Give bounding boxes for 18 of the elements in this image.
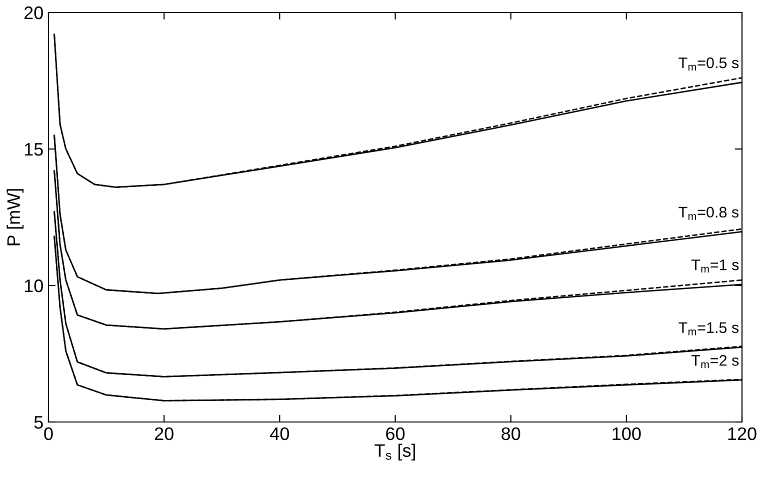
x-tick-label: 60 bbox=[386, 427, 405, 440]
annotation: T$_{m}$=0.8 s bbox=[678, 206, 739, 220]
x-tick-label: 20 bbox=[154, 427, 174, 440]
y-axis-title: P [mW] bbox=[6, 189, 24, 246]
x-tick-label: 40 bbox=[270, 427, 290, 440]
x-tick-label: 120 bbox=[728, 427, 756, 440]
y-tick-label: 20 bbox=[24, 6, 43, 20]
annotation: T$_{m}$=0.5 s bbox=[678, 57, 739, 70]
x-axis-title: T$_{s}$ [s] bbox=[374, 444, 415, 461]
x-tick-label: 0 bbox=[44, 427, 53, 440]
annotation: T$_{m}$=1 s bbox=[691, 260, 739, 273]
annotation: T$_{m}$=1.5 s bbox=[678, 322, 739, 336]
annotation: T$_{m}$=2 s bbox=[691, 354, 739, 368]
y-tick-label: 15 bbox=[24, 143, 43, 156]
y-tick-label: 5 bbox=[34, 416, 43, 429]
x-tick-label: 80 bbox=[502, 427, 520, 440]
x-tick-label: 100 bbox=[612, 427, 641, 440]
y-tick-label: 10 bbox=[24, 279, 43, 292]
